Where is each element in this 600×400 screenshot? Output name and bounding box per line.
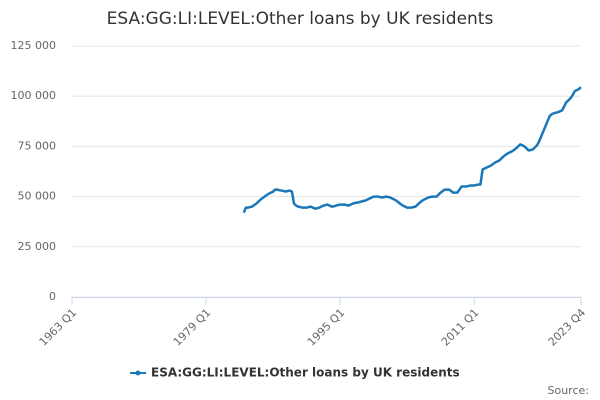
data-line (242, 86, 582, 214)
y-tick-label: 50 000 (18, 190, 57, 203)
x-tick-label: 1979 Q1 (171, 306, 214, 349)
x-tick-label: 1995 Q1 (305, 306, 348, 349)
y-tick-label: 100 000 (11, 89, 57, 102)
y-tick-label: 25 000 (18, 240, 57, 253)
y-tick-label: 125 000 (11, 39, 57, 52)
legend-label: ESA:GG:LI:LEVEL:Other loans by UK reside… (151, 366, 460, 380)
x-tick-label: 2011 Q1 (439, 306, 482, 349)
source: Source: (548, 384, 590, 397)
y-tick-label: 75 000 (18, 139, 57, 152)
legend-marker (135, 370, 141, 376)
y-tick-label: 0 (49, 290, 56, 303)
x-tick-label: 1963 Q1 (37, 306, 80, 349)
chart-title: ESA:GG:LI:LEVEL:Other loans by UK reside… (107, 9, 494, 29)
x-tick-label: 2023 Q4 (546, 306, 589, 349)
